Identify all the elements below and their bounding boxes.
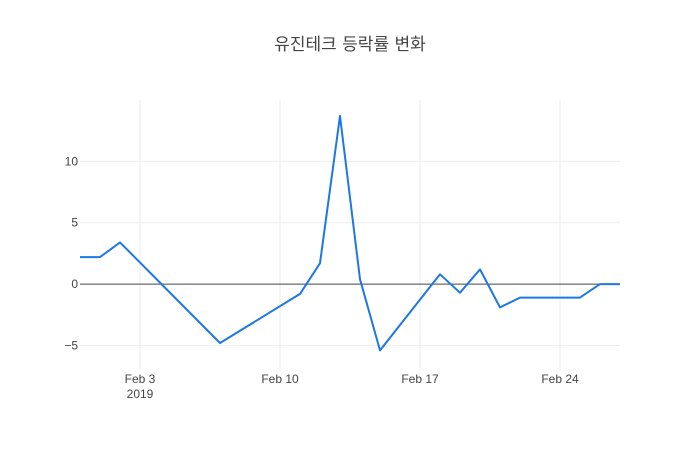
data-point[interactable] [497, 304, 503, 310]
data-point[interactable] [377, 347, 383, 353]
data-point[interactable] [477, 266, 483, 272]
series-line [80, 115, 620, 352]
data-point[interactable] [457, 290, 463, 296]
x-tick-label: Feb 24 [541, 372, 579, 386]
data-point[interactable] [337, 113, 343, 119]
x-tick-label: Feb 3 [125, 372, 156, 386]
y-tick-label: 5 [71, 216, 78, 230]
data-point[interactable] [77, 254, 83, 260]
data-point[interactable] [577, 295, 583, 301]
data-point[interactable] [317, 260, 323, 266]
series-layer [77, 113, 623, 353]
x-tick-sublabel: 2019 [127, 387, 154, 401]
data-point[interactable] [617, 281, 623, 287]
data-point[interactable] [97, 254, 103, 260]
grid-layer [80, 100, 620, 370]
y-tick-label: 10 [65, 154, 79, 168]
data-point[interactable] [117, 239, 123, 245]
y-tick-label: 0 [71, 277, 78, 291]
x-tick-label: Feb 17 [401, 372, 439, 386]
data-point[interactable] [297, 291, 303, 297]
data-point[interactable] [597, 281, 603, 287]
x-tick-label: Feb 10 [261, 372, 299, 386]
data-point[interactable] [217, 340, 223, 346]
data-point[interactable] [357, 276, 363, 282]
chart-title: 유진테크 등락률 변화 [274, 35, 426, 55]
data-point[interactable] [517, 295, 523, 301]
data-point[interactable] [437, 271, 443, 277]
y-tick-label: −5 [64, 338, 78, 352]
